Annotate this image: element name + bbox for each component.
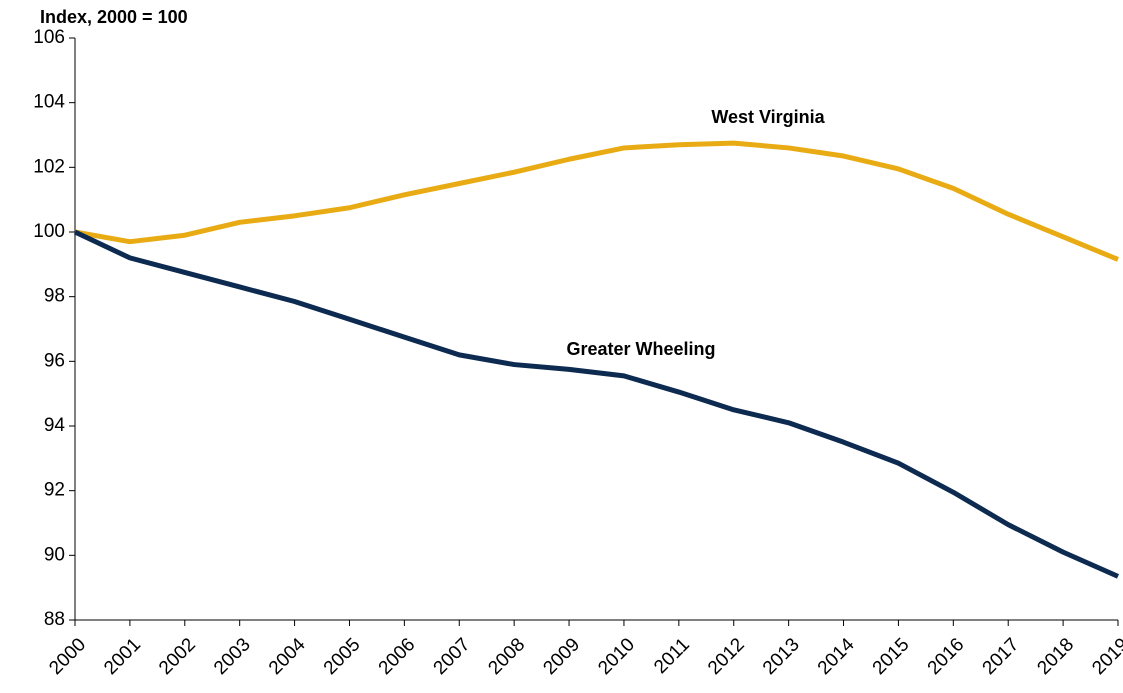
- x-tick-label: 2014: [814, 634, 859, 679]
- y-tick-label: 92: [44, 480, 65, 501]
- x-tick-label: 2009: [539, 634, 584, 679]
- x-tick-label: 2016: [924, 634, 969, 679]
- y-tick-label: 106: [33, 27, 65, 48]
- x-tick-label: 2000: [45, 634, 90, 679]
- x-tick-label: 2008: [484, 634, 529, 679]
- x-tick-label: 2003: [210, 634, 255, 679]
- x-tick-label: 2004: [265, 634, 310, 679]
- x-tick-label: 2018: [1033, 634, 1078, 679]
- x-tick-label: 2015: [869, 634, 914, 679]
- y-tick-label: 98: [44, 286, 65, 307]
- y-tick-label: 100: [33, 221, 65, 242]
- series-label: Greater Wheeling: [566, 339, 715, 359]
- series-label: West Virginia: [711, 107, 825, 127]
- y-axis-label: Index, 2000 = 100: [40, 7, 188, 27]
- x-tick-label: 2019: [1088, 634, 1123, 679]
- y-tick-label: 94: [44, 415, 66, 436]
- y-tick-label: 88: [44, 609, 65, 630]
- x-tick-label: 2010: [594, 634, 639, 679]
- x-tick-label: 2011: [650, 634, 694, 678]
- x-tick-label: 2002: [155, 634, 200, 679]
- line: [74, 140, 1119, 262]
- x-tick-label: 2005: [320, 634, 365, 679]
- x-tick-label: 2006: [375, 634, 420, 679]
- line: [73, 229, 1120, 579]
- x-tick-label: 2013: [759, 634, 804, 679]
- x-tick-label: 2017: [979, 634, 1024, 679]
- y-tick-label: 104: [33, 92, 65, 113]
- y-tick-label: 90: [44, 544, 65, 565]
- x-tick-label: 2007: [430, 634, 475, 679]
- x-tick-label: 2012: [704, 634, 749, 679]
- y-tick-label: 102: [33, 156, 65, 177]
- x-tick-label: 2001: [100, 634, 145, 679]
- y-tick-label: 96: [44, 350, 65, 371]
